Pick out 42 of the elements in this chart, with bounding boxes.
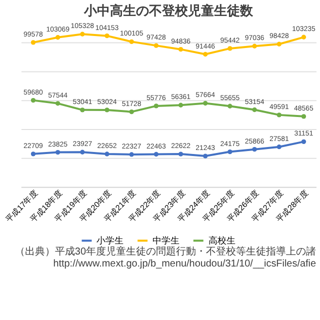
point [203, 52, 208, 57]
point [80, 150, 85, 154]
legend-label: 高校生 [208, 236, 236, 246]
point [301, 114, 306, 119]
point [55, 101, 60, 106]
point [30, 98, 36, 103]
point [203, 100, 208, 106]
point [55, 35, 60, 40]
point [203, 154, 208, 158]
point [154, 152, 159, 157]
point [178, 46, 184, 52]
point [276, 112, 282, 118]
point [252, 147, 257, 152]
point [129, 39, 134, 44]
text: http://www.mext.go.jp/b_menu/houdou/31/10/__icsFiles/afie [53, 258, 316, 270]
point [301, 139, 306, 144]
point [301, 34, 306, 40]
legend-label: 中学生 [152, 236, 180, 246]
point [252, 107, 257, 112]
point [228, 149, 232, 154]
point [80, 108, 85, 112]
point [80, 32, 85, 36]
chart-title: 小中高生の不登校児童生徒数 [82, 3, 254, 18]
point [178, 102, 184, 108]
point [30, 40, 36, 45]
point [129, 152, 134, 157]
point [228, 46, 232, 51]
point [129, 110, 134, 114]
point [276, 42, 282, 46]
point [252, 44, 257, 48]
point [104, 33, 110, 38]
point [154, 43, 159, 48]
point [228, 104, 232, 108]
point [104, 152, 110, 156]
point [30, 152, 36, 156]
point [55, 150, 60, 155]
legend-label: 小学生 [96, 236, 124, 246]
text: （出典）平成30年度児童生徒の問題行動・不登校等生徒指導上の諸 [14, 246, 316, 258]
point [276, 144, 282, 150]
point [154, 104, 159, 108]
point [104, 108, 110, 112]
point [178, 152, 184, 156]
